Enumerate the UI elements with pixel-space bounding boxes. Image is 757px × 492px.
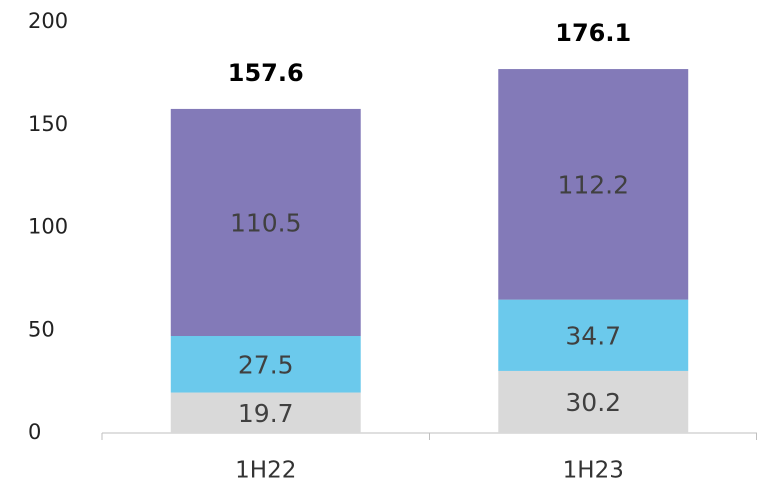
y-tick-label: 0 (28, 420, 41, 444)
x-tick-label: 1H22 (235, 458, 296, 484)
bar-segment (170, 336, 361, 393)
total-label: 157.6 (228, 59, 304, 87)
x-tick-label: 1H23 (563, 458, 624, 484)
bar-segment (170, 108, 361, 337)
bar-segment (170, 392, 361, 433)
value-label: 30.2 (565, 388, 621, 417)
bar-segment (498, 69, 689, 300)
y-tick-label: 50 (28, 317, 55, 341)
y-tick-label: 200 (28, 9, 68, 33)
total-label: 176.1 (555, 19, 631, 47)
y-tick-label: 150 (28, 112, 68, 136)
y-tick-label: 100 (28, 215, 68, 239)
bar-segment (498, 370, 689, 433)
value-label: 34.7 (565, 321, 621, 350)
bar-segment (498, 299, 689, 371)
value-label: 112.2 (557, 170, 629, 199)
value-label: 19.7 (238, 399, 294, 428)
value-label: 27.5 (238, 350, 294, 379)
value-label: 110.5 (230, 208, 302, 237)
